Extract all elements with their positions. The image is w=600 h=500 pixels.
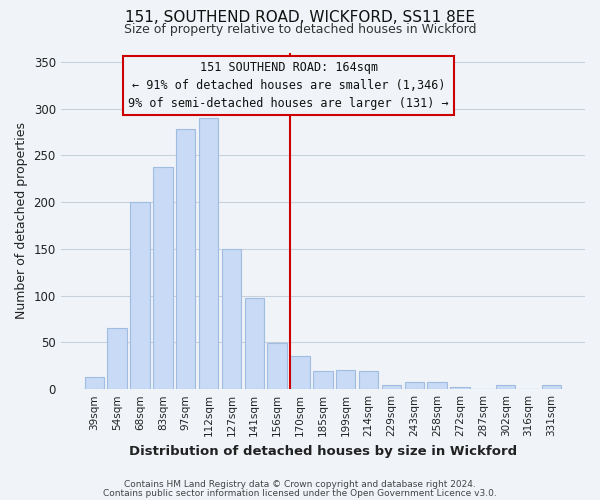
Bar [336,370,355,389]
Text: 151, SOUTHEND ROAD, WICKFORD, SS11 8EE: 151, SOUTHEND ROAD, WICKFORD, SS11 8EE [125,10,475,25]
Text: Size of property relative to detached houses in Wickford: Size of property relative to detached ho… [124,22,476,36]
Bar [199,118,218,389]
Text: Contains public sector information licensed under the Open Government Licence v3: Contains public sector information licen… [103,489,497,498]
Text: 151 SOUTHEND ROAD: 164sqm
← 91% of detached houses are smaller (1,346)
9% of sem: 151 SOUTHEND ROAD: 164sqm ← 91% of detac… [128,61,449,110]
Bar [404,382,424,389]
Y-axis label: Number of detached properties: Number of detached properties [15,122,28,320]
Text: Contains HM Land Registry data © Crown copyright and database right 2024.: Contains HM Land Registry data © Crown c… [124,480,476,489]
Bar [245,298,264,389]
Bar [268,344,287,389]
Bar [85,377,104,389]
Bar [153,166,173,389]
Bar [107,328,127,389]
Bar [450,388,470,389]
Bar [427,382,447,389]
Bar [382,386,401,389]
Bar [313,372,332,389]
Bar [176,129,196,389]
Bar [290,356,310,389]
Bar [542,384,561,389]
X-axis label: Distribution of detached houses by size in Wickford: Distribution of detached houses by size … [129,444,517,458]
Bar [496,384,515,389]
Bar [359,372,378,389]
Bar [221,249,241,389]
Bar [130,202,149,389]
